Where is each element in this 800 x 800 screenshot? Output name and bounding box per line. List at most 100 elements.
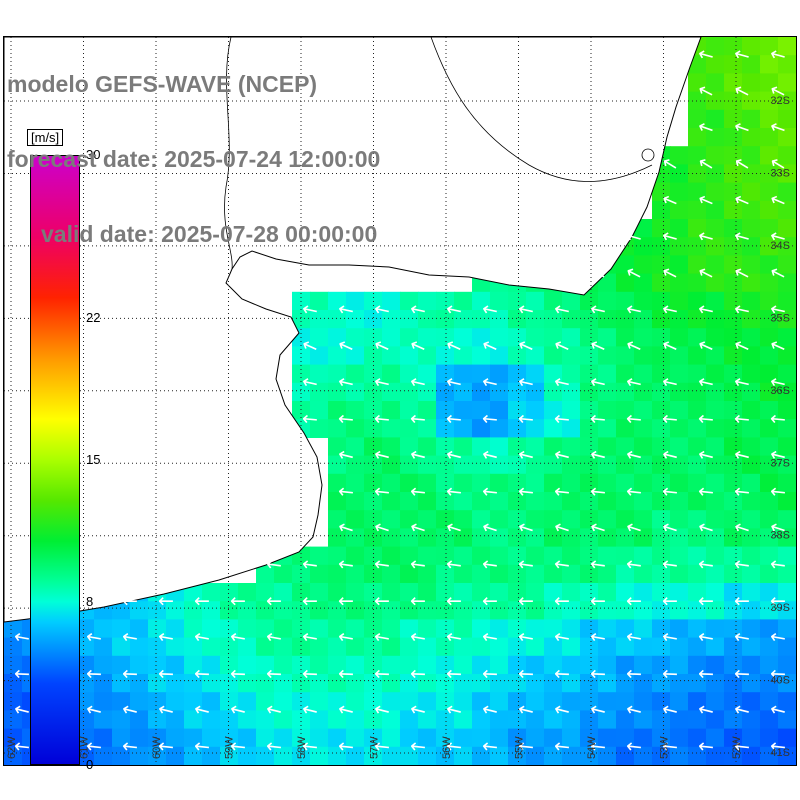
lat-label: 33S: [770, 167, 790, 179]
svg-text:←: ←: [194, 663, 211, 686]
svg-text:←: ←: [374, 663, 391, 686]
svg-text:←: ←: [694, 188, 717, 214]
svg-text:←: ←: [768, 443, 789, 468]
svg-text:←: ←: [554, 663, 571, 686]
map-plot-area: ← ← ← ← ← ← ← ← ← ← ← ← ← ← ← ← ← ← ← ← ← ← ← ← ← ← ← ← ← ← ← ← ← ← ← ← ← ← ← ←…: [3, 36, 797, 766]
svg-text:←: ←: [336, 443, 357, 468]
svg-text:←: ←: [624, 370, 644, 395]
svg-text:←: ←: [336, 370, 356, 395]
svg-text:←: ←: [553, 553, 572, 577]
svg-text:←: ←: [516, 698, 537, 723]
svg-text:←: ←: [623, 515, 645, 541]
lat-labels: 32S 33S 34S 35S 36S 37S 38S 39S 40S 41S: [770, 95, 790, 759]
svg-text:←: ←: [120, 698, 141, 723]
svg-text:←: ←: [480, 625, 500, 649]
svg-text:←: ←: [372, 625, 392, 649]
svg-text:←: ←: [770, 663, 787, 686]
svg-text:←: ←: [662, 663, 679, 686]
lat-label: 37S: [770, 457, 790, 469]
svg-text:←: ←: [588, 625, 608, 649]
svg-text:←: ←: [767, 225, 788, 250]
svg-text:←: ←: [302, 663, 319, 686]
svg-text:←: ←: [696, 625, 716, 649]
svg-text:←: ←: [552, 625, 572, 649]
svg-text:←: ←: [228, 698, 249, 723]
svg-text:←: ←: [481, 408, 499, 431]
svg-text:←: ←: [626, 663, 643, 686]
svg-text:←: ←: [660, 698, 681, 723]
svg-text:←: ←: [660, 443, 681, 468]
svg-text:←: ←: [625, 553, 644, 577]
svg-text:←: ←: [731, 225, 752, 250]
svg-text:←: ←: [300, 370, 320, 395]
svg-text:←: ←: [552, 370, 572, 395]
header: modelo GEFS-WAVE (NCEP) forecast date: 2…: [7, 22, 380, 297]
svg-text:←: ←: [589, 408, 607, 431]
svg-text:←: ←: [768, 298, 788, 323]
svg-text:←: ←: [624, 625, 644, 649]
svg-text:←: ←: [230, 590, 246, 612]
svg-text:←: ←: [553, 735, 571, 759]
svg-text:←: ←: [337, 480, 355, 504]
svg-text:←: ←: [732, 698, 753, 723]
lat-label: 32S: [770, 95, 790, 107]
svg-text:←: ←: [769, 735, 787, 759]
svg-text:←: ←: [122, 663, 139, 686]
svg-text:←: ←: [444, 443, 465, 468]
colorbar-tick: 15: [86, 452, 101, 467]
lon-label: 54W: [586, 736, 598, 759]
svg-text:←: ←: [662, 590, 678, 612]
lat-label: 40S: [770, 675, 790, 687]
svg-text:←: ←: [337, 553, 356, 577]
svg-text:←: ←: [733, 735, 751, 759]
svg-text:←: ←: [372, 370, 392, 395]
river-uruguay-border: [224, 37, 233, 270]
svg-text:←: ←: [767, 43, 788, 68]
svg-text:←: ←: [408, 298, 428, 323]
country-border-uruguay-brazil: [430, 37, 653, 182]
lon-label: 56W: [441, 736, 453, 759]
svg-text:←: ←: [482, 663, 499, 686]
svg-text:←: ←: [192, 625, 212, 649]
svg-text:←: ←: [660, 298, 680, 323]
svg-text:←: ←: [660, 370, 680, 395]
coastal-lagoon: [641, 148, 655, 162]
lat-label: 39S: [770, 602, 790, 614]
svg-text:←: ←: [767, 515, 789, 541]
svg-text:←: ←: [624, 298, 644, 323]
svg-text:←: ←: [300, 298, 320, 323]
svg-text:←: ←: [518, 663, 535, 686]
coastline-land: [4, 37, 702, 623]
svg-text:←: ←: [266, 590, 282, 612]
svg-text:←: ←: [338, 590, 354, 612]
svg-text:←: ←: [553, 480, 571, 504]
svg-text:←: ←: [769, 553, 788, 577]
svg-text:←: ←: [590, 663, 607, 686]
svg-text:←: ←: [732, 625, 752, 649]
svg-text:←: ←: [337, 408, 355, 431]
svg-text:←: ←: [409, 408, 427, 431]
svg-text:←: ←: [588, 370, 608, 395]
svg-text:←: ←: [768, 625, 788, 649]
svg-text:←: ←: [444, 370, 464, 395]
svg-text:←: ←: [734, 590, 750, 612]
svg-text:←: ←: [697, 735, 715, 759]
svg-text:←: ←: [408, 370, 428, 395]
svg-text:←: ←: [517, 553, 536, 577]
svg-text:←: ←: [265, 735, 283, 759]
svg-text:←: ←: [12, 625, 32, 649]
svg-text:←: ←: [192, 698, 213, 723]
lon-label: 57W: [369, 736, 381, 759]
svg-text:←: ←: [661, 480, 679, 504]
svg-text:←: ←: [480, 370, 500, 395]
svg-text:←: ←: [733, 553, 752, 577]
svg-text:←: ←: [768, 698, 789, 723]
svg-text:←: ←: [482, 590, 498, 612]
svg-text:←: ←: [408, 625, 428, 649]
svg-text:←: ←: [730, 188, 753, 214]
svg-text:←: ←: [696, 443, 717, 468]
svg-text:←: ←: [731, 115, 753, 141]
svg-text:←: ←: [445, 553, 464, 577]
svg-text:←: ←: [518, 590, 534, 612]
svg-text:←: ←: [661, 735, 679, 759]
